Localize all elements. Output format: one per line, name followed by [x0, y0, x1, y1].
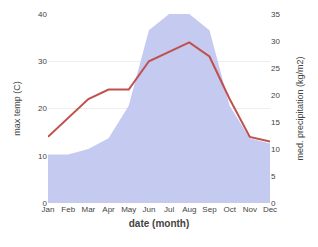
svg-text:10: 10: [271, 145, 280, 154]
svg-text:0: 0: [43, 199, 48, 208]
svg-text:Sep: Sep: [202, 205, 217, 214]
svg-text:40: 40: [38, 10, 47, 19]
svg-text:35: 35: [271, 10, 280, 19]
svg-text:20: 20: [271, 91, 280, 100]
svg-text:Mar: Mar: [81, 205, 95, 214]
svg-text:Apr: Apr: [102, 205, 115, 214]
svg-text:Jan: Jan: [42, 205, 55, 214]
svg-text:30: 30: [271, 37, 280, 46]
svg-text:Dec: Dec: [263, 205, 277, 214]
svg-text:5: 5: [271, 172, 276, 181]
svg-text:25: 25: [271, 64, 280, 73]
svg-text:Oct: Oct: [223, 205, 236, 214]
svg-text:Jul: Jul: [164, 205, 174, 214]
svg-text:May: May: [121, 205, 136, 214]
svg-text:med. precipitation (kg/m2): med. precipitation (kg/m2): [295, 56, 305, 160]
svg-text:10: 10: [38, 152, 47, 161]
svg-text:Feb: Feb: [61, 205, 75, 214]
svg-text:Aug: Aug: [182, 205, 196, 214]
svg-text:15: 15: [271, 118, 280, 127]
svg-text:0: 0: [271, 199, 276, 208]
svg-text:20: 20: [38, 104, 47, 113]
svg-text:Jun: Jun: [142, 205, 155, 214]
svg-text:Nov: Nov: [243, 205, 257, 214]
svg-text:max temp (C): max temp (C): [12, 81, 22, 136]
svg-text:30: 30: [38, 57, 47, 66]
svg-text:date (month): date (month): [129, 218, 190, 229]
